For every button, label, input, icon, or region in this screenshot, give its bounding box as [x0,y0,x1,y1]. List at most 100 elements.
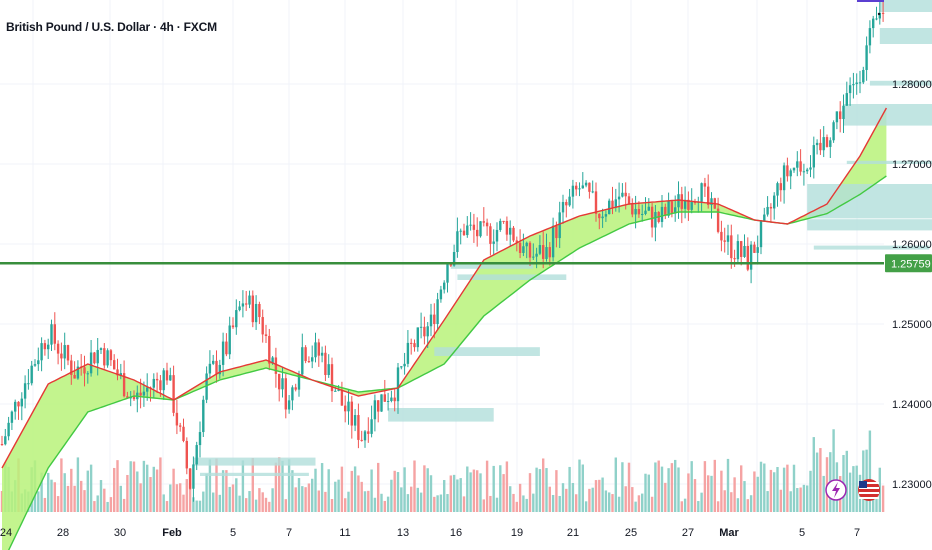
candle-body [231,325,235,328]
candle-body [459,230,462,232]
volume-bar [707,475,710,512]
candle-body [584,182,588,186]
candle-body [776,183,779,196]
volume-bar [495,497,499,512]
volume-bar [782,467,786,512]
candle-body [664,206,667,216]
candle-body [337,389,340,391]
volume-bar [575,494,578,512]
volume-bar [822,475,825,512]
volume-bar [515,501,518,512]
volume-bar [162,494,165,512]
candle-body [532,256,535,258]
volume-bar [713,459,716,512]
candle-body [443,282,446,290]
volume-bar [740,465,743,512]
volume-bar [746,499,749,512]
volume-bar [743,481,746,512]
volume-bar [40,472,43,512]
volume-bar [284,499,287,512]
candle-body [400,366,403,368]
candle-body [60,353,63,359]
volume-bar [565,488,568,512]
candle-body [763,214,766,222]
candle-body [677,194,680,208]
volume-bar [789,491,792,512]
volume-bar [410,486,413,512]
volume-bar [278,457,281,512]
candle-body [650,206,654,228]
candle-body [707,186,710,205]
volume-bar [482,499,485,512]
candle-body [367,431,370,434]
symbol-title[interactable]: British Pound / U.S. Dollar · 4h · FXCM [6,20,217,34]
candle-body [535,253,538,257]
us-flag-icon[interactable] [858,479,880,501]
volume-bar [522,495,525,512]
volume-bar [462,496,466,512]
volume-bar [165,501,169,512]
volume-bar [297,478,301,512]
candle-body [188,468,192,489]
candle-body [373,400,377,420]
volume-bar [406,494,410,512]
flag-icon-canton [859,481,867,488]
candle-body [192,464,195,489]
volume-bars [0,429,885,512]
volume-bar [479,473,482,512]
candle-body [406,342,410,364]
volume-bar [578,459,581,512]
candle-body [0,444,4,445]
candle-body [287,400,291,410]
candle-body [515,240,518,243]
volume-bar [53,482,56,512]
candle-body [53,324,56,344]
candle-body [347,401,350,412]
candle-body [875,18,878,20]
volume-bar [819,448,822,512]
volume-bar [225,470,228,512]
candle-body [390,397,393,401]
candle-body [634,208,637,215]
ma-slow-line [7,175,887,550]
volume-bar [228,486,231,512]
candle-body [782,165,786,191]
volume-bar [129,461,132,512]
candle-body [548,247,551,258]
volume-bar [86,470,89,512]
candle-body [139,392,142,396]
candle-body [558,212,561,239]
candle-body [106,350,109,366]
candle-body [759,221,763,248]
volume-bar [126,474,129,512]
volume-bar [604,490,608,512]
volume-bar [386,496,390,512]
candle-body [377,400,380,412]
volume-bar [528,473,532,512]
volume-bar [70,468,73,512]
volume-bar [248,491,251,512]
volume-bar [505,461,509,512]
candle-body [268,335,271,364]
volume-bar [99,480,103,512]
volume-bar [538,469,542,512]
candle-body [172,375,175,413]
lightning-icon[interactable] [825,479,847,501]
candle-body [360,439,363,441]
volume-bar [212,492,215,512]
volume-bar [720,470,723,512]
candle-body [472,224,476,230]
candle-body [142,391,146,396]
volume-bar [881,485,885,512]
candle-body [7,422,10,437]
candle-body [720,231,723,241]
volume-bar [456,479,459,512]
volume-bar [542,458,545,512]
candle-body [647,206,650,211]
volume-bar [37,491,40,512]
ma-ribbon [2,108,887,550]
volume-bar [677,467,680,512]
candle-body [17,401,20,407]
volume-bar [426,468,429,512]
